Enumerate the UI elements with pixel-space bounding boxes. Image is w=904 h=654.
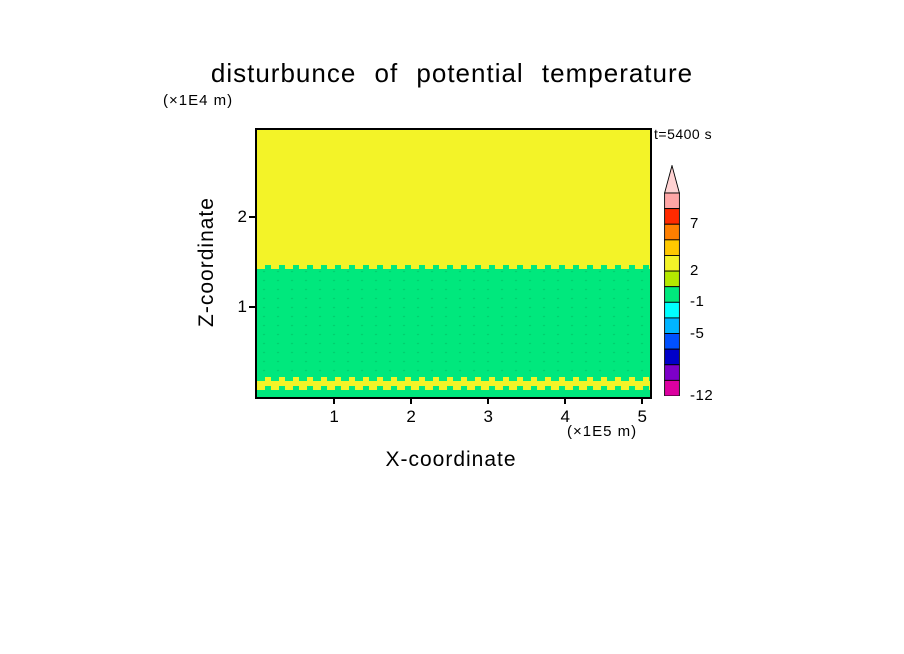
x-axis-label: X-coordinate <box>385 448 517 471</box>
colorbar-segment <box>664 301 680 319</box>
colorbar-tick-label: 7 <box>690 215 699 233</box>
colorbar-segment <box>664 333 680 350</box>
x-tick <box>410 397 412 404</box>
colorbar-segment <box>664 317 680 334</box>
field-region <box>257 388 650 397</box>
time-annotation: t=5400 s <box>654 126 713 142</box>
x-tick <box>641 397 644 404</box>
colorbar-tick-label: -12 <box>690 387 714 404</box>
colorbar-segment <box>664 364 680 381</box>
colorbar-tick-label: -5 <box>690 324 705 342</box>
y-tick <box>249 306 257 308</box>
x-axis-units: (×1E5 m) <box>567 423 638 440</box>
colorbar <box>664 163 680 397</box>
heatmap-field <box>257 130 650 397</box>
field-boundary <box>257 386 650 390</box>
colorbar-segment <box>664 348 680 366</box>
x-tick <box>564 397 567 404</box>
colorbar-segment <box>664 286 680 303</box>
colorbar-segment <box>664 192 680 210</box>
x-tick-label: 2 <box>406 407 416 426</box>
colorbar-segment <box>664 239 680 256</box>
colorbar-segment <box>664 379 680 397</box>
field-boundary <box>257 264 650 269</box>
plot-area: 1 2 3 4 5 1 2 <box>238 128 652 426</box>
field-region <box>257 379 650 388</box>
x-tick <box>333 397 335 404</box>
y-tick-label: 2 <box>237 207 247 227</box>
colorbar-segment <box>664 208 680 225</box>
colorbar-segment <box>664 255 680 272</box>
x-tick-label: 5 <box>637 407 648 426</box>
field-boundary <box>257 377 650 382</box>
colorbar-segment <box>664 270 680 288</box>
y-axis-units: (×1E4 m) <box>163 92 234 109</box>
colorbar-gradient <box>664 163 680 397</box>
colorbar-labels: 7 2 -1 -5 -12 <box>690 165 740 405</box>
y-axis-label: Z-coordinate <box>195 197 218 327</box>
x-tick-label: 1 <box>329 407 339 426</box>
x-tick-label: 4 <box>560 407 570 426</box>
colorbar-tick-label: 2 <box>690 262 699 280</box>
colorbar-tip <box>664 163 680 194</box>
y-tick-label: 1 <box>237 297 247 317</box>
chart-title: disturbunce of potential temperature <box>210 58 694 88</box>
y-tick <box>249 216 257 218</box>
colorbar-tick-label: -1 <box>690 293 705 311</box>
colorbar-segment <box>664 223 680 241</box>
x-tick-label: 3 <box>483 407 493 426</box>
field-region <box>257 266 650 379</box>
x-tick <box>487 397 489 404</box>
field-region <box>257 130 650 267</box>
